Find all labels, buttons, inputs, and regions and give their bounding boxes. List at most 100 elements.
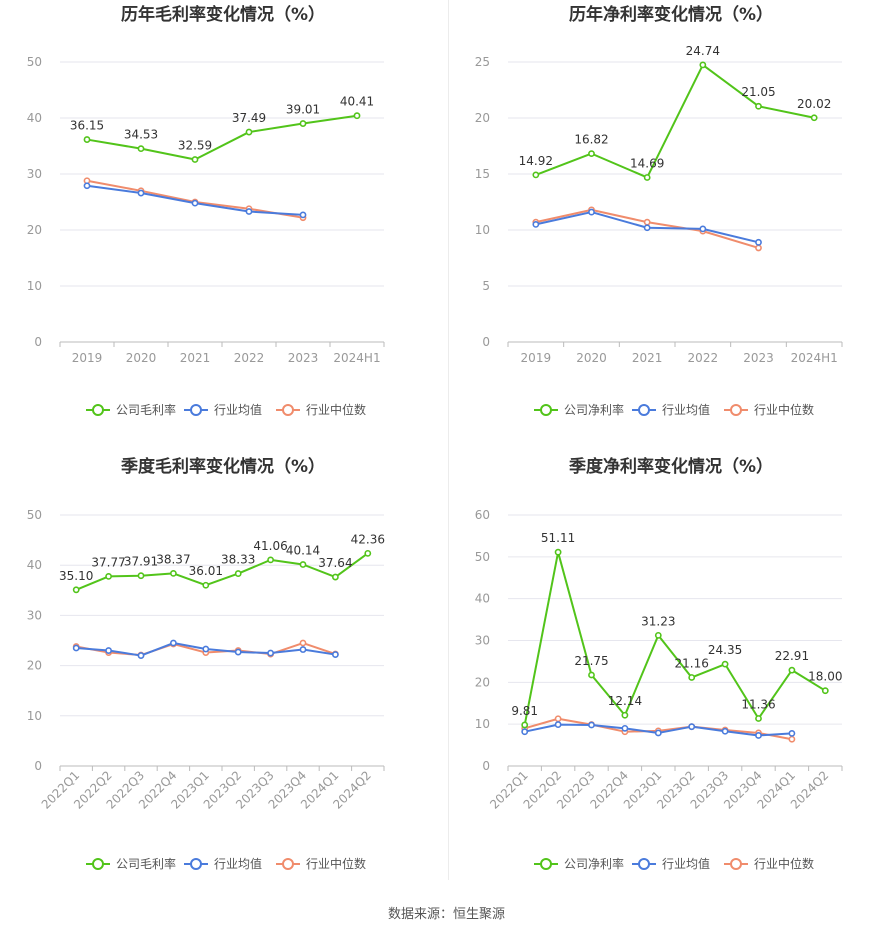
series-line-company [86, 114, 358, 161]
chart-svg: 历年净利率变化情况（%） 0 5 10 15 20 25 2019 2020 2021 2022 20… [475, 4, 843, 417]
legend-marker [638, 404, 650, 416]
legend-marker [190, 858, 202, 870]
data-point-industry_avg [267, 649, 274, 657]
chart-quarterly-net-margin: 季度净利率变化情况（%） 0 10 20 30 40 50 60 2022Q1 2022Q2 202… [448, 452, 893, 892]
x-tick-label: 2019 [521, 351, 552, 365]
legend-item: 行业中位数 [276, 856, 366, 871]
data-label: 16.82 [574, 133, 608, 147]
data-label: 21.05 [741, 85, 775, 99]
data-label: 42.36 [351, 532, 385, 546]
data-label: 14.69 [630, 156, 664, 170]
data-point-industry_avg [788, 729, 796, 737]
data-point-industry_median [788, 735, 796, 743]
data-point-company [105, 572, 112, 580]
y-tick-label: 50 [475, 550, 490, 564]
x-tick-label: 2024H1 [791, 351, 838, 365]
data-point-company [353, 112, 361, 120]
data-point-company [169, 569, 177, 577]
data-point-industry_avg [588, 721, 595, 729]
data-point-company [721, 660, 729, 668]
y-tick-label: 60 [475, 508, 490, 522]
data-point-industry_avg [83, 182, 91, 190]
data-point-industry_avg [755, 732, 762, 739]
data-point-company [699, 61, 707, 69]
data-point-industry_avg [137, 189, 145, 197]
series-line-company [75, 552, 369, 591]
x-tick-label: 2021 [180, 351, 211, 365]
legend-label: 行业中位数 [306, 402, 366, 417]
chart-quarterly-gross-margin: 季度毛利率变化情况（%） 0 10 20 30 40 50 2022Q1 2022Q2 2022Q… [0, 452, 445, 892]
legend-label: 行业均值 [662, 856, 710, 871]
data-point-company [137, 572, 145, 580]
x-tick-label: 2020 [576, 351, 607, 365]
data-point-industry_median [554, 715, 562, 723]
data-point-industry_avg [137, 652, 145, 659]
data-label: 36.15 [70, 119, 104, 133]
data-label: 24.74 [686, 44, 720, 58]
data-point-company [83, 136, 91, 143]
data-label: 40.41 [340, 95, 374, 109]
chart-title: 季度毛利率变化情况（%） [121, 456, 325, 477]
legend-marker [92, 404, 104, 416]
data-point-company [688, 674, 696, 681]
data-label: 34.53 [124, 128, 158, 142]
chart-svg: 季度毛利率变化情况（%）010203040502022Q12022Q22022Q… [27, 456, 385, 871]
legend-item: 行业中位数 [276, 402, 366, 417]
y-tick-label: 20 [475, 675, 490, 689]
legend-label: 行业中位数 [754, 856, 814, 871]
data-point-industry_avg [721, 727, 729, 735]
data-point-industry_median [299, 639, 307, 647]
data-point-company [554, 548, 562, 556]
chart-annual-net-margin: 历年净利率变化情况（%） 0 5 10 15 20 25 2019 2020 2021 2022 20… [448, 0, 893, 445]
legend-label: 公司毛利率 [116, 402, 176, 417]
x-tick-label: 2021 [632, 351, 663, 365]
y-tick-label: 30 [27, 608, 42, 622]
chart-annual-gross-margin: 历年毛利率变化情况（%） 0 10 20 30 40 50 2019 2020 2021 2022 2… [0, 0, 445, 445]
legend-label: 公司净利率 [564, 856, 624, 871]
legend-marker [190, 404, 202, 416]
y-tick-label: 25 [475, 55, 490, 69]
legend-label: 行业中位数 [754, 402, 814, 417]
data-point-company [788, 666, 796, 674]
data-point-industry_avg [105, 647, 112, 654]
data-label: 37.64 [318, 556, 352, 570]
data-label: 37.91 [124, 555, 158, 569]
legend-item: 公司毛利率 [86, 856, 176, 871]
legend-item: 公司净利率 [534, 856, 624, 871]
data-point-industry_avg [169, 639, 177, 647]
data-point-company [621, 711, 629, 719]
data-point-industry_median [643, 218, 651, 226]
data-point-company [191, 156, 199, 163]
chart-title: 历年毛利率变化情况（%） [121, 4, 325, 25]
y-tick-label: 0 [34, 335, 42, 349]
data-point-company [267, 556, 274, 564]
legend-marker [282, 858, 294, 870]
y-tick-label: 20 [27, 223, 42, 237]
y-tick-label: 20 [475, 111, 490, 125]
data-point-industry_avg [554, 721, 562, 728]
data-point-industry_avg [654, 729, 662, 737]
data-point-company [588, 671, 595, 679]
data-point-industry_avg [202, 645, 210, 653]
data-point-industry_avg [299, 211, 307, 219]
data-source-note: 数据来源：恒生聚源 [387, 907, 505, 922]
data-point-company [72, 586, 80, 594]
legend-label: 公司毛利率 [116, 856, 176, 871]
legend-item: 行业中位数 [724, 856, 814, 871]
data-point-industry_avg [245, 208, 253, 215]
y-tick-label: 10 [27, 709, 42, 723]
data-label: 51.11 [541, 531, 575, 545]
data-point-industry_avg [755, 238, 762, 246]
data-label: 9.81 [511, 704, 538, 718]
legend-label: 行业均值 [662, 402, 710, 417]
data-point-company [299, 120, 307, 127]
data-label: 21.75 [574, 654, 608, 668]
series-line-company [535, 63, 815, 179]
legend-marker [638, 858, 650, 870]
data-point-industry_avg [191, 199, 199, 207]
series-line-company [523, 551, 826, 726]
data-point-company [755, 102, 762, 110]
y-tick-label: 10 [27, 279, 42, 293]
data-point-industry_avg [643, 224, 651, 232]
legend-item: 公司净利率 [534, 402, 624, 417]
